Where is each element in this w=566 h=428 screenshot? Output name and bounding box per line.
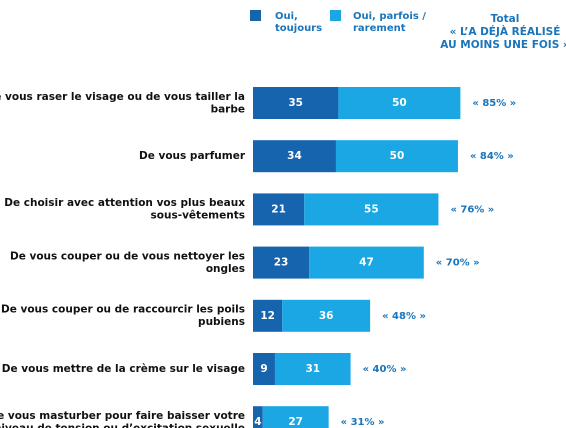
- category-label: De vous raser le visage ou de vous taill…: [0, 91, 245, 116]
- category-label: De choisir avec attention vos plus beaux…: [4, 197, 245, 222]
- category-label: De vous parfumer: [139, 150, 246, 162]
- total-label: « 31% »: [341, 417, 385, 428]
- bar-value-label: 50: [390, 150, 405, 162]
- bar-value-label: 47: [359, 257, 374, 269]
- legend-label: Oui, toujours: [275, 11, 322, 34]
- category-label-line: ongles: [206, 263, 245, 275]
- category-label: De vous couper ou de vous nettoyer les on…: [10, 250, 245, 275]
- bar-segment: [262, 406, 329, 428]
- bar-value-label: 34: [287, 150, 302, 162]
- legend-swatch: [250, 10, 261, 21]
- legend-label-line: Oui, parfois /: [353, 11, 426, 22]
- bar-value-label: 35: [288, 97, 303, 109]
- total-label: « 76% »: [450, 204, 494, 215]
- bar-value-label: 9: [260, 363, 267, 375]
- category-label: De vous masturber pour faire baisser vot…: [0, 410, 245, 428]
- bar-segment: [253, 87, 339, 119]
- totals-header-line: AU MOINS UNE FOIS »: [440, 39, 566, 51]
- bar-segment: [282, 299, 371, 332]
- category-label-line: barbe: [211, 103, 245, 115]
- category-label: De vous mettre de la crème sur le visage: [2, 363, 245, 375]
- category-label-line: De vous mettre de la crème sur le visage: [2, 363, 245, 375]
- bar-segment: [253, 299, 283, 332]
- bar-value-label: 27: [288, 416, 303, 428]
- bar-segment: [253, 353, 275, 385]
- bar-value-label: 4: [254, 416, 261, 428]
- category-label-line: De vous parfumer: [139, 150, 246, 162]
- category-label-line: De vous raser le visage ou de vous taill…: [0, 91, 245, 103]
- legend-label-line: rarement: [353, 23, 406, 34]
- bar-segment: [253, 193, 305, 226]
- category-label-line: niveau de tension ou d’excitation sexuel…: [0, 422, 245, 428]
- totals-header: Total « L’A DÉJÀ RÉALISÉ AU MOINS UNE FOIS…: [440, 13, 566, 51]
- total-label: « 84% »: [470, 151, 514, 162]
- total-label: « 85% »: [472, 98, 516, 109]
- bar-value-label: 50: [392, 97, 407, 109]
- total-label: « 40% »: [363, 364, 407, 375]
- total-label: « 70% »: [436, 258, 480, 269]
- totals-header-line: « L’A DÉJÀ RÉALISÉ: [450, 25, 561, 38]
- category-label-line: De choisir avec attention vos plus beaux: [4, 197, 245, 209]
- bar-value-label: 21: [271, 203, 286, 215]
- bar-segment: [253, 406, 263, 428]
- category-label-line: De vous couper ou de raccourcir les poil…: [1, 304, 245, 316]
- totals-header-line: Total: [491, 13, 520, 25]
- legend-swatch: [330, 10, 341, 21]
- total-label: « 48% »: [382, 311, 426, 322]
- category-label-line: De vous couper ou de vous nettoyer les: [10, 250, 245, 262]
- bar-segment: [274, 353, 351, 385]
- bar-segment: [338, 87, 461, 119]
- legend-label-line: toujours: [275, 23, 322, 34]
- legend-label-line: Oui,: [275, 11, 298, 22]
- category-label-line: sous-vêtements: [151, 210, 245, 222]
- bar-value-label: 23: [274, 257, 289, 269]
- bar-value-label: 36: [319, 310, 334, 322]
- bar-segment: [335, 140, 458, 173]
- category-label-line: pubiens: [198, 316, 245, 328]
- bar-value-label: 12: [260, 310, 275, 322]
- bar-segment: [304, 193, 439, 226]
- legend-label: Oui, parfois / rarement: [353, 11, 426, 34]
- bar-value-label: 55: [364, 203, 379, 215]
- bar-value-label: 31: [305, 363, 320, 375]
- category-label: De vous couper ou de raccourcir les poil…: [1, 304, 245, 329]
- bar-segment: [309, 246, 424, 279]
- bar-segment: [253, 246, 310, 279]
- bar-segment: [253, 140, 336, 173]
- category-label-line: De vous masturber pour faire baisser vot…: [0, 410, 245, 422]
